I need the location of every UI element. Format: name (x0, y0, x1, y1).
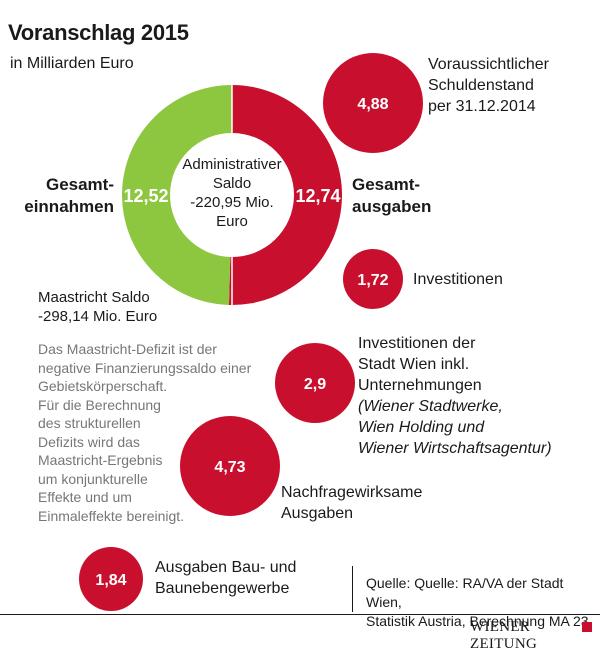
bubble-label-debt: Voraussichtlicher Schuldenstand per 31.1… (428, 54, 549, 117)
expense-label-line: Gesamt- (352, 175, 421, 194)
bubble-label-line: Ausgaben (281, 505, 354, 522)
explanation-line: des strukturellen (38, 415, 141, 431)
source-note: Quelle: Quelle: RA/VA der Stadt Wien, St… (366, 574, 600, 631)
explanation-line: Gebietskörperschaft. (38, 378, 168, 394)
bubble-label-line: Nachfragewirksame (281, 484, 423, 501)
source-divider (352, 566, 353, 612)
bubble-label-line: Wiener Wirtschaftsagentur) (358, 440, 552, 457)
bubble-circle (275, 343, 355, 423)
center-label-line: Euro (216, 213, 248, 230)
income-label-line: Gesamt- (45, 175, 114, 194)
bubble-label-line: (Wiener Stadtwerke, (358, 398, 503, 415)
center-label-line: Administrativer (182, 156, 282, 173)
wiener-zeitung-logo: WIENER ZEITUNG (470, 619, 538, 652)
bubble-value-label: 2,9 (304, 376, 326, 393)
expense-label-line: ausgaben (352, 197, 432, 216)
explanation-line: Für die Berechnung (38, 396, 161, 413)
maastricht-line: -298,14 Mio. Euro (38, 308, 158, 325)
explanation-line: negative Finanzierungssaldo einer (38, 359, 252, 376)
bubble-value-label: 4,88 (357, 96, 388, 113)
bubble-label-line: Unternehmungen (358, 377, 482, 394)
bubble-circle (180, 416, 280, 516)
bubble-circle (79, 547, 143, 611)
page-title: Voranschlag 2015 (8, 20, 189, 45)
bubble-label-line: Voraussichtlicher (428, 56, 549, 73)
bubble-label-line: Investitionen (413, 271, 503, 288)
bubble-circle (343, 249, 403, 309)
slice-value-label: 12,52 (123, 186, 168, 206)
source-line: Quelle: Quelle: RA/VA der Stadt Wien, (366, 575, 564, 610)
bubble-value-label: 1,72 (357, 272, 388, 289)
explanation-line: Einmaleffekte bereinigt. (38, 507, 185, 524)
bubble-label-line: Wien Holding und (358, 419, 485, 436)
bubble-label-line: Ausgaben Bau- und (155, 559, 297, 576)
bubble-circle (323, 53, 423, 153)
bubble-label-line: Schuldenstand (428, 77, 534, 94)
source-line: Statistik Austria, Berechnung MA 23 (366, 613, 589, 629)
explanation-line: Maastricht-Ergebnis (38, 452, 163, 468)
donut-center-label: Administrativer Saldo -220,95 Mio. Euro (172, 155, 292, 231)
bubble-label-line: Stadt Wien inkl. (358, 356, 470, 373)
center-label-line: -220,95 Mio. (190, 194, 274, 211)
maastricht-saldo: Maastricht Saldo -298,14 Mio. Euro (38, 288, 157, 326)
explanation-line: Effekte und um (38, 489, 132, 505)
explanation-line: Das Maastricht-Defizit ist der (38, 341, 217, 357)
bubble-value-label: 1,84 (95, 572, 126, 589)
bubble-label-line: per 31.12.2014 (428, 98, 536, 115)
explanation-line: Defizits wird das (38, 433, 140, 450)
bubble-label-line: Baunebengewerbe (155, 580, 290, 597)
page-subtitle: in Milliarden Euro (10, 55, 134, 72)
bubble-value-label: 4,73 (214, 459, 245, 476)
income-label-line: einnahmen (24, 197, 114, 216)
bubble-label-demand: Nachfragewirksame Ausgaben (281, 482, 422, 524)
center-label-line: Saldo (212, 175, 252, 192)
donut-slice-expense (228, 85, 342, 305)
income-label: Gesamt- einnahmen (24, 174, 114, 218)
maastricht-explanation: Das Maastricht-Defizit ist der negative F… (38, 340, 251, 525)
slice-value-label: 12,74 (295, 186, 340, 206)
explanation-line: um konjunkturelle (38, 470, 148, 487)
expense-label: Gesamt- ausgaben (352, 174, 431, 218)
footer-rule (0, 614, 600, 615)
bubble-label-investments: Investitionen (413, 269, 503, 290)
donut-slice-income (121, 85, 232, 305)
maastricht-line: Maastricht Saldo (38, 289, 150, 306)
bubble-label-line: Investitionen der (358, 335, 476, 352)
bubble-label-construction: Ausgaben Bau- und Baunebengewerbe (155, 557, 296, 599)
logo-square-icon (582, 622, 592, 632)
bubble-label-city-investments: Investitionen der Stadt Wien inkl. Unter… (358, 333, 552, 459)
